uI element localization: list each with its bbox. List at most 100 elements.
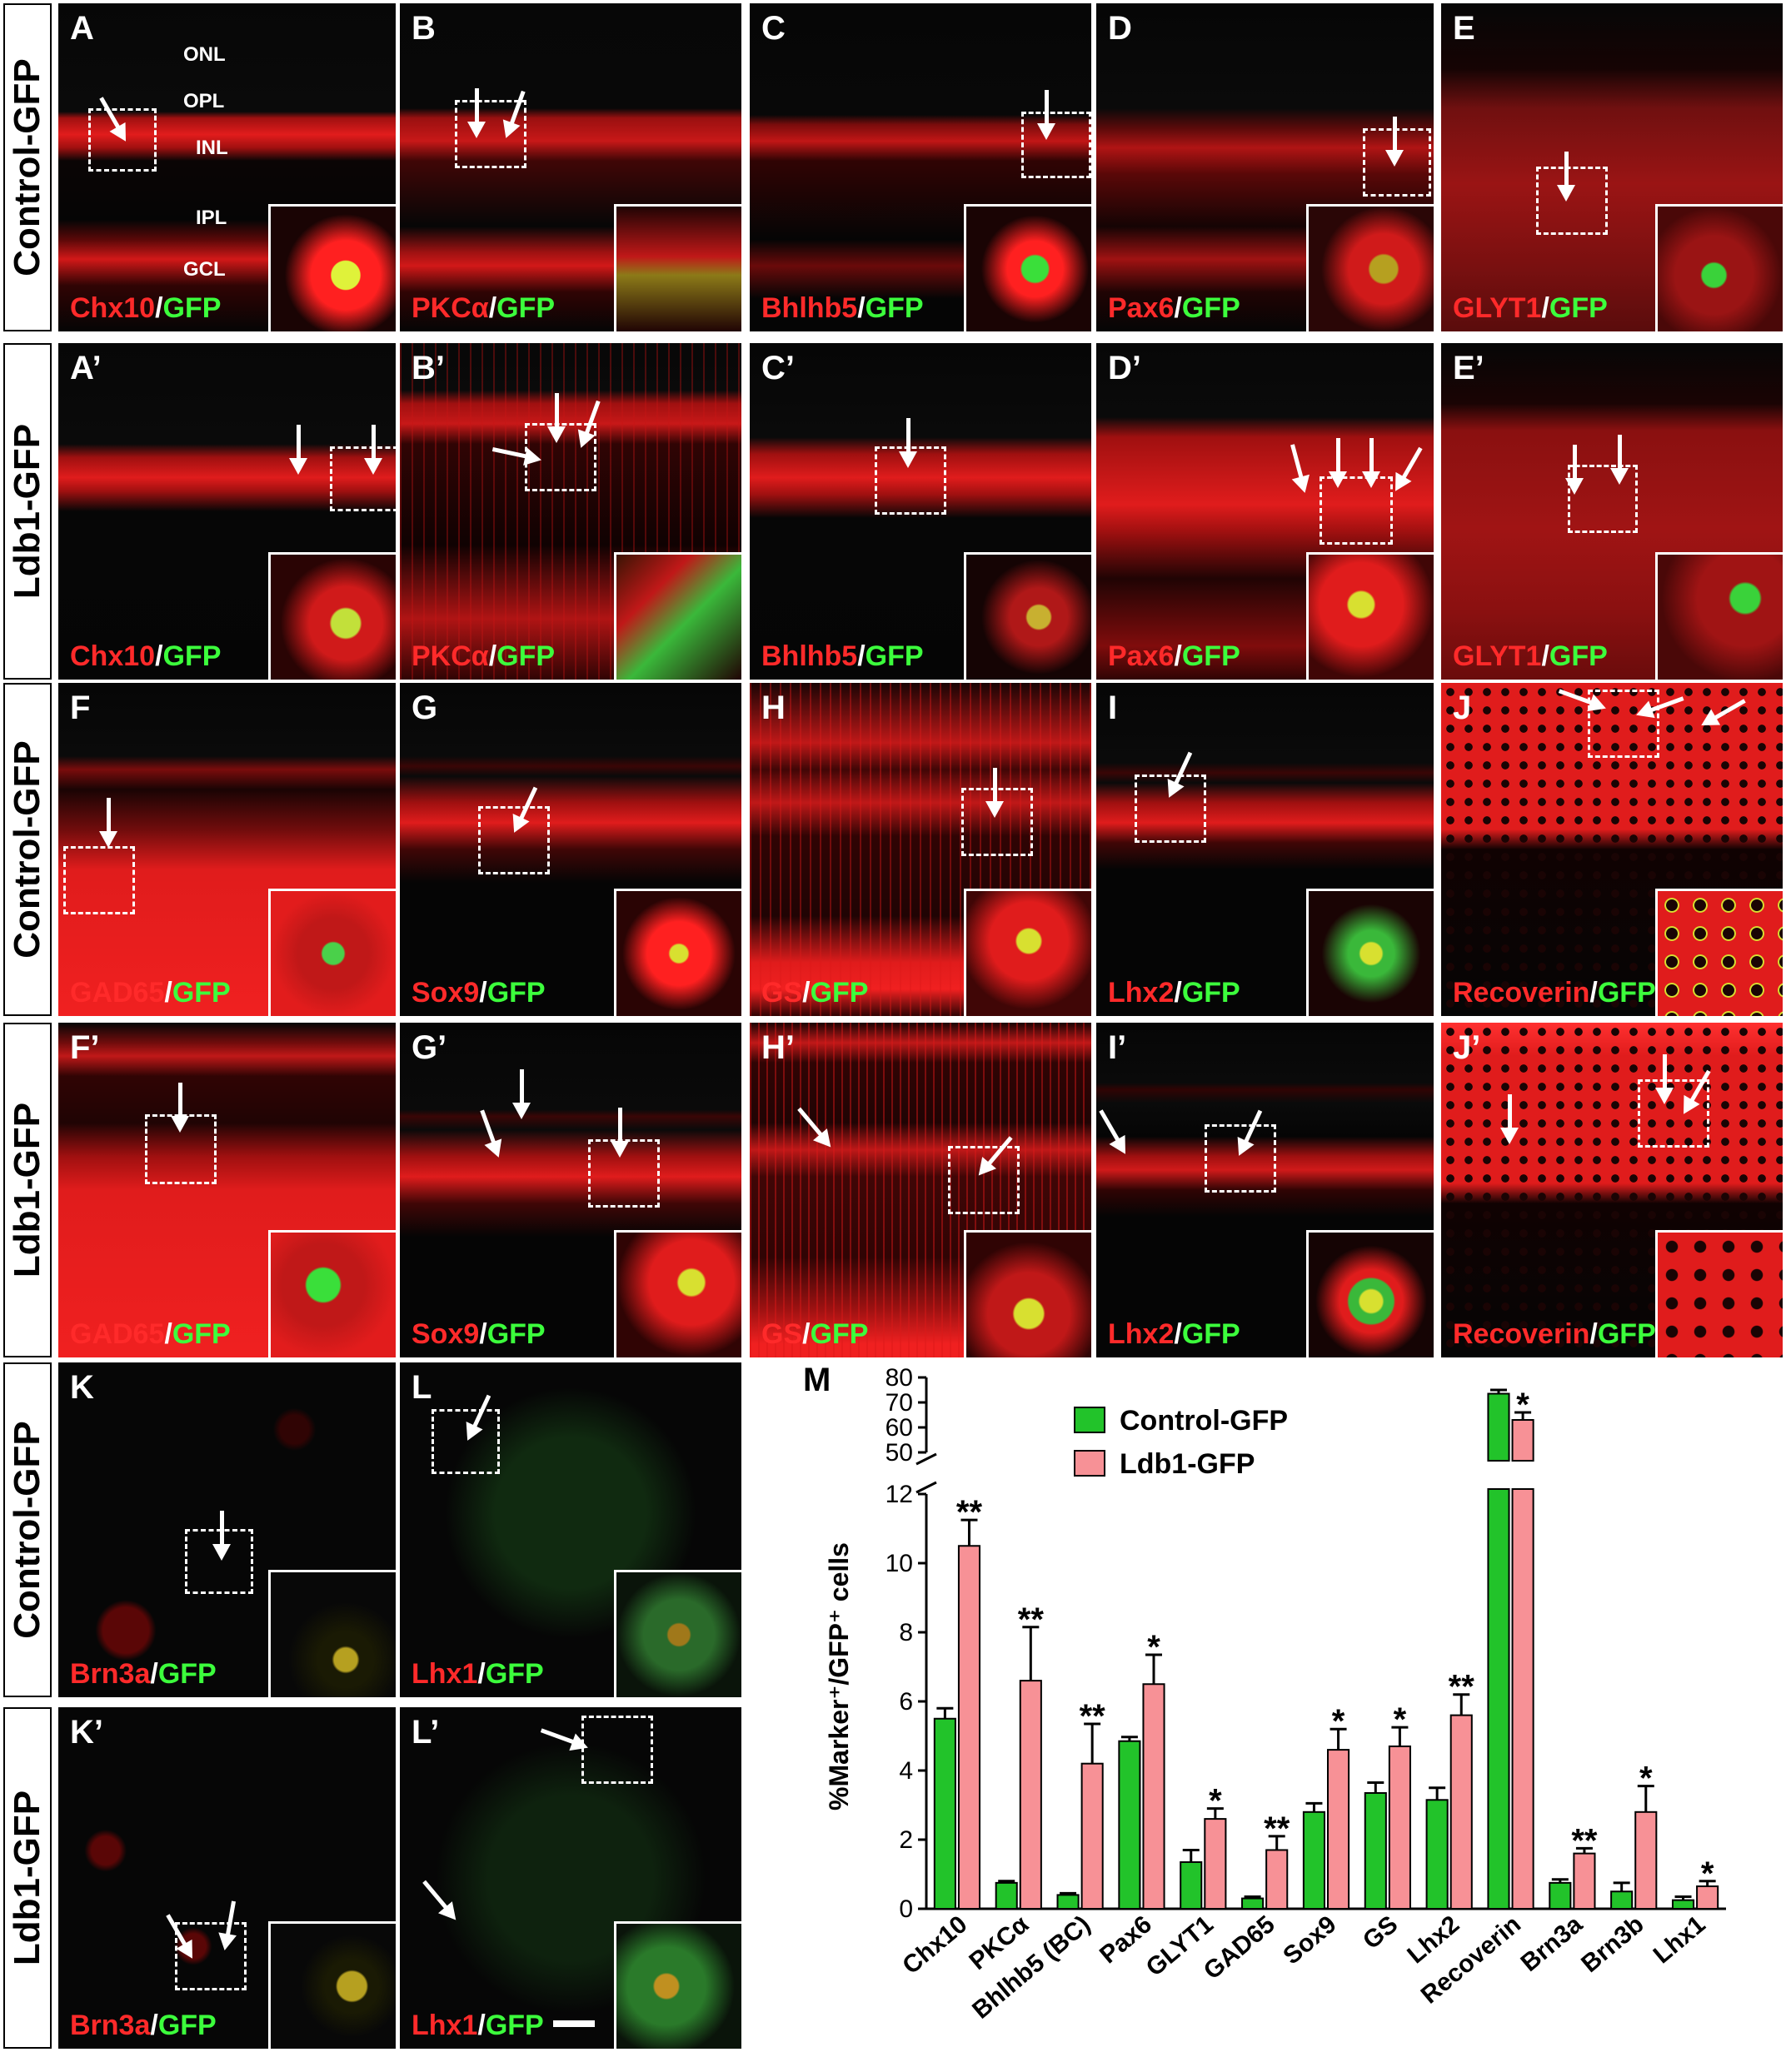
stain-label: Brn3a/GFP — [70, 1658, 217, 1690]
bar-break-gap — [1485, 1462, 1512, 1487]
bar — [1610, 1890, 1634, 1910]
micrograph-panel-k-prime: K’ Brn3a/GFP — [58, 1707, 396, 2049]
significance-marker: ** — [1018, 1601, 1045, 1638]
x-tick-label: GAD65 — [1199, 1910, 1280, 1985]
panel-label: I’ — [1108, 1029, 1127, 1066]
inset-region-box — [455, 100, 526, 168]
panel-label: B — [412, 10, 436, 47]
panel-label: K’ — [70, 1714, 103, 1751]
panel-label: F’ — [70, 1029, 100, 1066]
bar — [1118, 1740, 1141, 1910]
row-label-ldb1-1: Ldb1-GFP — [3, 343, 52, 680]
stain-label: Sox9/GFP — [412, 1318, 546, 1350]
micrograph-panel-b-prime: B’ PKCα/GFP — [400, 343, 741, 680]
zoom-inset — [268, 552, 396, 680]
panel-label: B’ — [412, 350, 445, 386]
y-tick-label: 10 — [886, 1550, 913, 1577]
layer-label-opl: OPL — [183, 90, 225, 112]
zoom-inset — [268, 889, 396, 1016]
x-tick-label: Lhx1 — [1649, 1910, 1711, 1969]
zoom-inset — [1306, 889, 1434, 1016]
micrograph-panel-a-prime: A’ Chx10/GFP — [58, 343, 396, 680]
micrograph-panel-c: C Bhlhb5/GFP — [750, 3, 1091, 331]
micrograph-panel-b: B PKCα/GFP — [400, 3, 741, 331]
micrograph-panel-i-prime: I’ Lhx2/GFP — [1096, 1023, 1434, 1357]
inset-region-box — [185, 1529, 253, 1594]
stain-label: Chx10/GFP — [70, 640, 222, 672]
zoom-inset — [1306, 204, 1434, 331]
micrograph-panel-g: G Sox9/GFP — [400, 683, 741, 1016]
micrograph-panel-l-prime: L’ Lhx1/GFP — [400, 1707, 741, 2049]
bar — [1265, 1849, 1289, 1910]
axis-break-mark — [915, 1481, 937, 1494]
stain-label: Recoverin/GFP — [1453, 1318, 1656, 1350]
chart-panel-label: M — [803, 1362, 831, 1398]
panel-label: E’ — [1453, 350, 1484, 386]
zoom-inset — [268, 1230, 396, 1357]
inset-region-box — [588, 1139, 660, 1208]
bar — [1056, 1894, 1080, 1910]
panel-label: A — [70, 10, 94, 47]
legend-swatch — [1074, 1407, 1105, 1433]
bar — [1696, 1885, 1719, 1910]
inset-region-box — [961, 788, 1033, 856]
row-label-control-3: Control-GFP — [3, 1362, 52, 1697]
bar — [995, 1881, 1018, 1910]
stain-label: GAD65/GFP — [70, 977, 231, 1009]
inset-region-box — [1363, 128, 1431, 197]
stain-label: Brn3a/GFP — [70, 2010, 217, 2041]
row-label-text: Control-GFP — [7, 740, 47, 959]
significance-marker: * — [1516, 1387, 1529, 1423]
bar — [933, 1717, 956, 1910]
row-label-ldb1-3: Ldb1-GFP — [3, 1707, 52, 2049]
significance-marker: ** — [1571, 1822, 1598, 1859]
stain-label: Lhx2/GFP — [1108, 1318, 1240, 1350]
y-tick-label: 0 — [899, 1895, 913, 1923]
micrograph-panel-e-prime: E’ GLYT1/GFP — [1441, 343, 1783, 680]
stain-label: PKCα/GFP — [412, 292, 556, 324]
inset-region-box — [1638, 1079, 1709, 1148]
layer-label-onl: ONL — [183, 43, 226, 66]
zoom-inset — [964, 204, 1091, 331]
micrograph-panel-d-prime: D’ Pax6/GFP — [1096, 343, 1434, 680]
inset-region-box — [88, 108, 157, 172]
inset-region-box — [63, 846, 135, 914]
micrograph-panel-a: ONL OPL INL IPL GCL A Chx10/GFP — [58, 3, 396, 331]
bar — [1388, 1745, 1411, 1910]
bar — [957, 1545, 981, 1910]
panel-label: E — [1453, 10, 1475, 47]
row-label-text: Ldb1-GFP — [7, 423, 47, 600]
row-label-control-2: Control-GFP — [3, 683, 52, 1016]
stain-label: GAD65/GFP — [70, 1318, 231, 1350]
micrograph-panel-j: J Recoverin/GFP — [1441, 683, 1783, 1016]
zoom-inset — [1655, 889, 1783, 1016]
bar — [1449, 1714, 1473, 1910]
bar — [1180, 1860, 1203, 1910]
panel-label: C’ — [761, 350, 795, 386]
stain-label: Recoverin/GFP — [1453, 977, 1656, 1009]
inset-region-box — [1320, 476, 1393, 545]
micrograph-panel-h: H GS/GFP — [750, 683, 1091, 1016]
y-tick-label: 50 — [886, 1439, 913, 1467]
zoom-inset — [1306, 1230, 1434, 1357]
micrograph-panel-g-prime: G’ Sox9/GFP — [400, 1023, 741, 1357]
row-label-text: Ldb1-GFP — [7, 1790, 47, 1966]
zoom-inset — [1655, 552, 1783, 680]
panel-label: J’ — [1453, 1029, 1481, 1066]
stain-label: GLYT1/GFP — [1453, 292, 1608, 324]
inset-region-box — [1536, 167, 1608, 235]
inset-region-box — [1205, 1124, 1276, 1193]
zoom-inset — [268, 204, 396, 331]
micrograph-panel-i: I Lhx2/GFP — [1096, 683, 1434, 1016]
significance-marker: ** — [1449, 1669, 1475, 1706]
layer-label-inl: INL — [196, 137, 228, 159]
row-label-ldb1-2: Ldb1-GFP — [3, 1023, 52, 1357]
stain-label: Lhx2/GFP — [1108, 977, 1240, 1009]
significance-marker: * — [1209, 1783, 1222, 1820]
y-tick-label: 80 — [886, 1364, 913, 1392]
legend-label: Control-GFP — [1120, 1405, 1288, 1437]
bar — [1573, 1852, 1596, 1910]
significance-marker: * — [1394, 1701, 1407, 1738]
x-tick-label: Sox9 — [1278, 1910, 1341, 1970]
panel-label: L’ — [412, 1714, 440, 1751]
